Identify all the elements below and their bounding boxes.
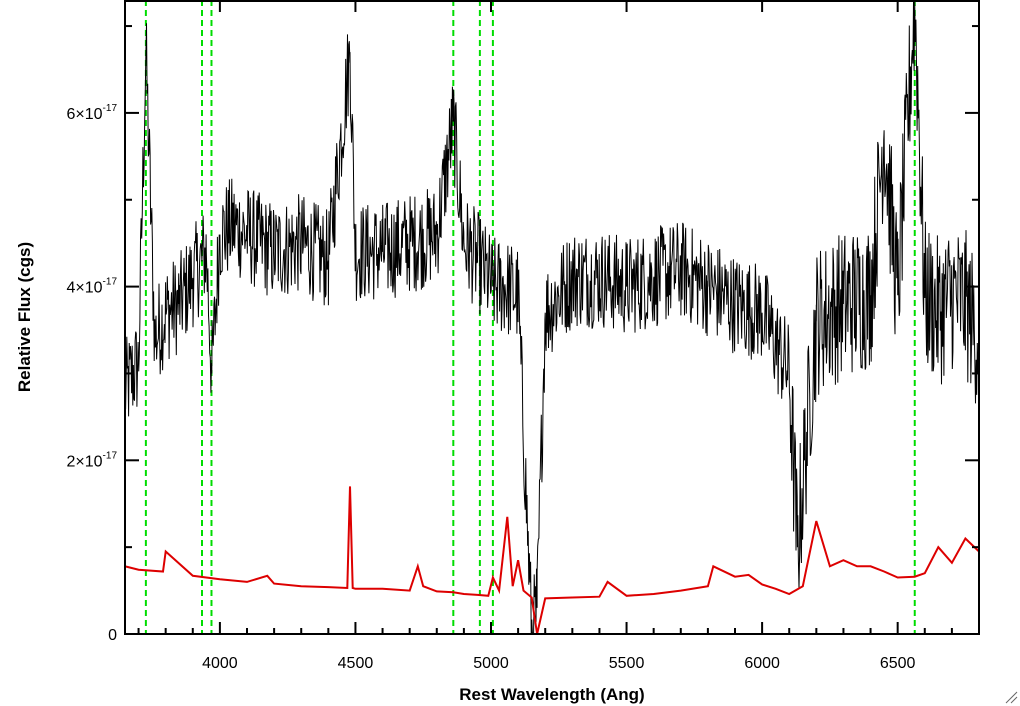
- series-line-1: [124, 486, 980, 635]
- x-tick-label-1: 4500: [338, 655, 374, 672]
- x-tick-label-3: 5500: [609, 655, 645, 672]
- y-axis-ticks: 0 2×10-17 4×10-17 6×10-17: [67, 25, 979, 644]
- plot-frame: [124, 0, 980, 635]
- series-line-0: [124, 0, 980, 635]
- x-tick-label-5: 6500: [880, 655, 916, 672]
- y-tick-label-0: 0: [108, 627, 117, 644]
- y-tick-label-1: 2×10-17: [67, 450, 118, 470]
- y-axis-title: Relative Flux (cgs): [15, 242, 34, 392]
- series-layer: [124, 0, 980, 635]
- x-tick-label-4: 6000: [744, 655, 780, 672]
- x-tick-label-0: 4000: [202, 655, 238, 672]
- x-axis-ticks: 4000 4500 5000 5500 6000 6500: [137, 0, 980, 672]
- x-tick-label-2: 5000: [473, 655, 509, 672]
- y-tick-label-3: 6×10-17: [67, 103, 118, 123]
- resize-grip-icon[interactable]: [1005, 691, 1018, 704]
- y-tick-label-2: 4×10-17: [67, 277, 118, 297]
- x-axis-title: Rest Wavelength (Ang): [459, 685, 644, 704]
